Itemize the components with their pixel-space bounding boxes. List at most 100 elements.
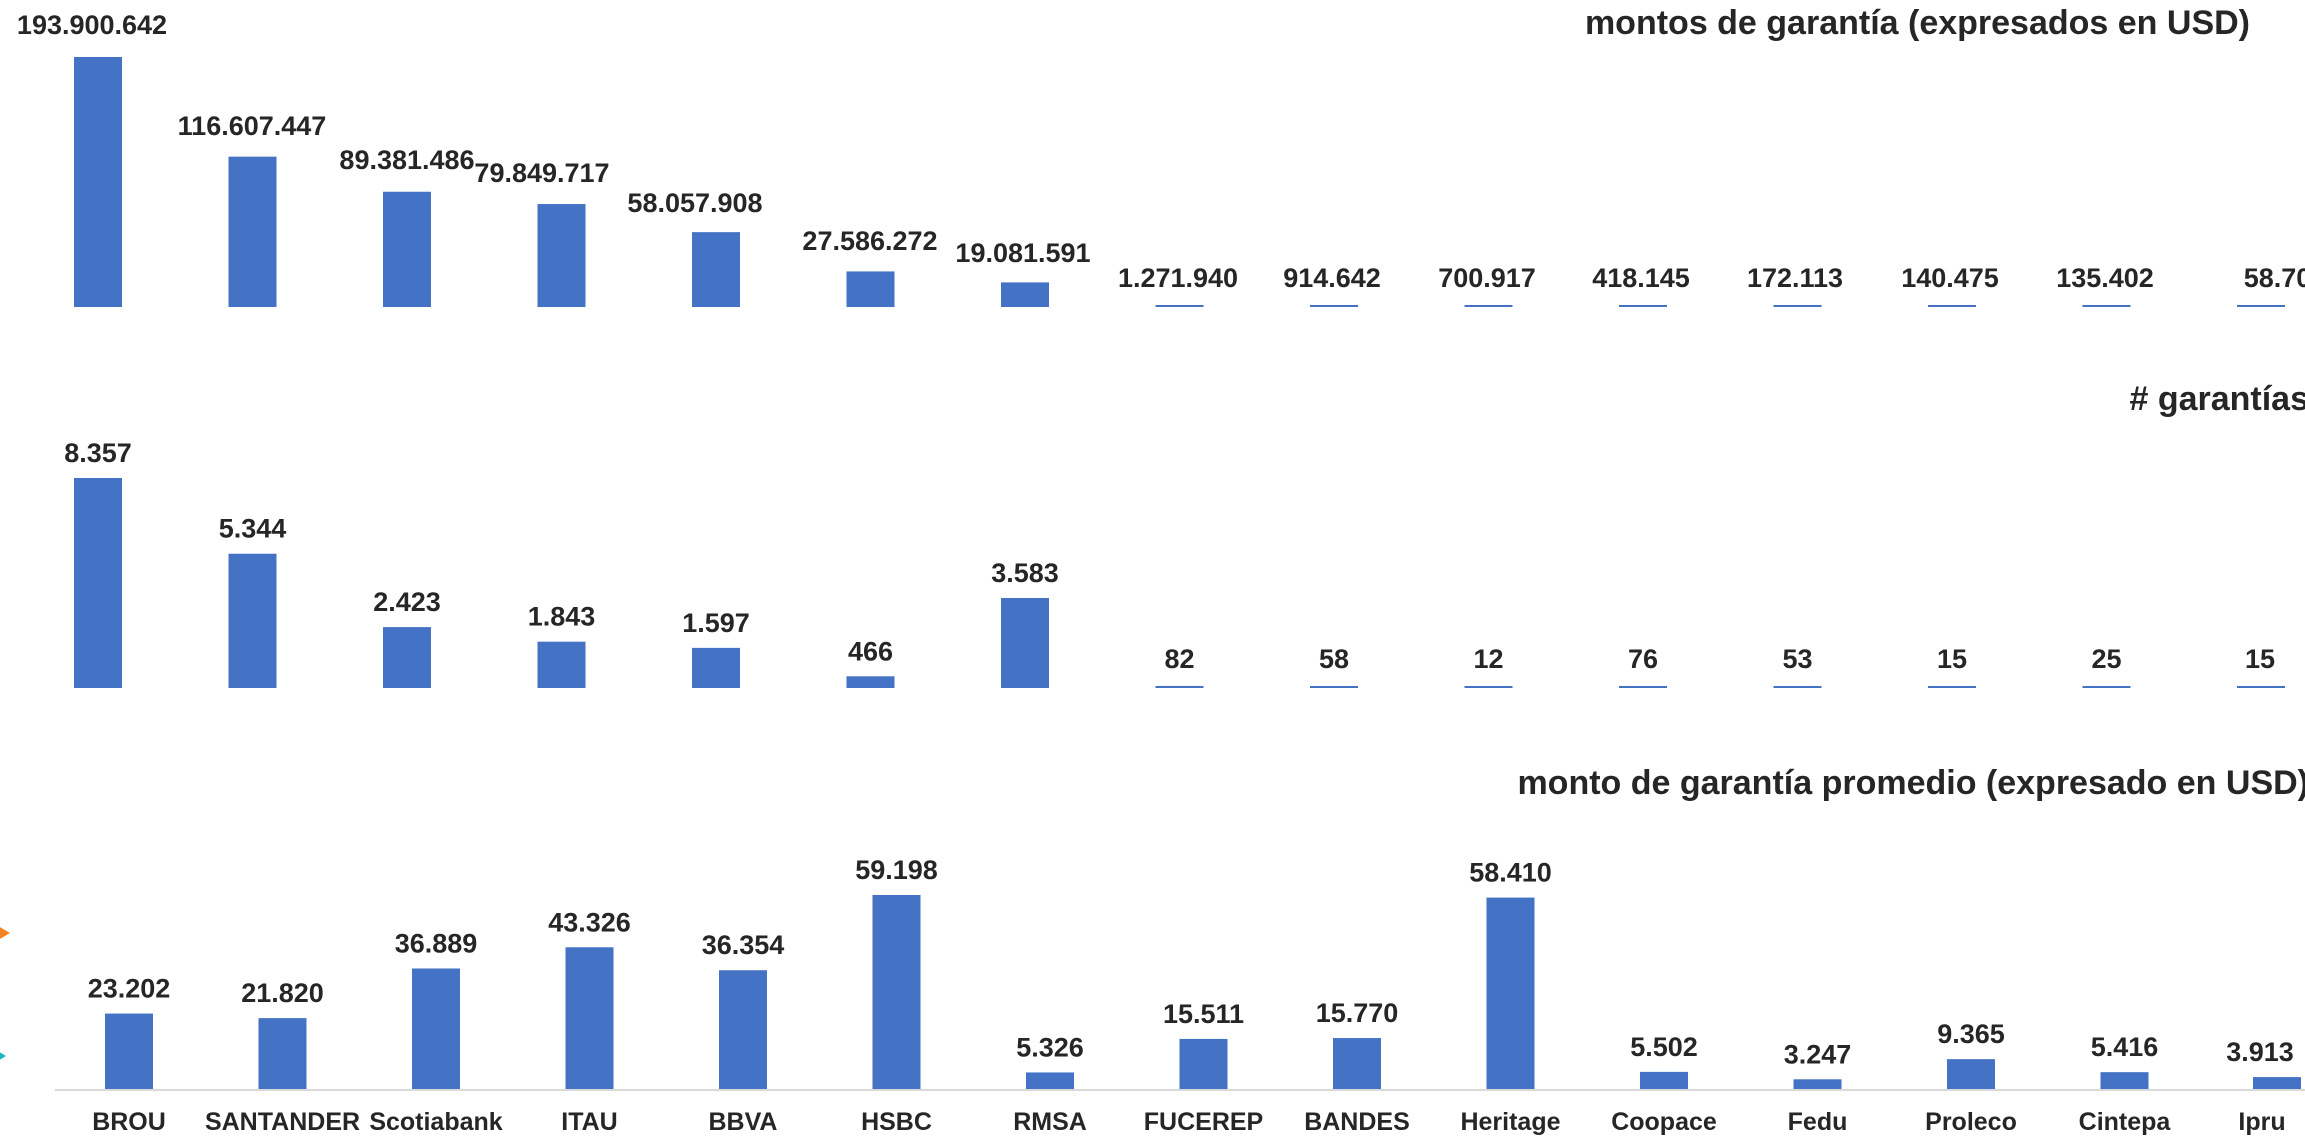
x-tick-label-heritage: Heritage [1460,1108,1560,1136]
data-label-proleco: 15 [1937,644,1967,674]
data-label-fedu: 3.247 [1784,1039,1852,1069]
bar-fedu [1793,1079,1842,1090]
bar-bbva [692,647,740,688]
data-label-coopace: 76 [1628,644,1658,674]
data-label-hsbc: 27.586.272 [802,226,937,256]
data-label-coopace: 5.502 [1630,1032,1698,1062]
data-label-santander: 5.344 [219,514,287,544]
x-tick-label-coopace: Coopace [1611,1108,1717,1136]
bar-santander [228,156,277,307]
data-label-heritage: 700.917 [1438,263,1536,293]
bar-fucerep [1179,1038,1228,1090]
bar-itau [537,204,586,307]
chart-title-garantias: # garantías [2129,380,2305,418]
data-label-rmsa: 3.583 [991,558,1059,588]
chart-title-montos: montos de garantía (expresados en USD) [1584,4,2250,42]
data-label-cintepa: 5.416 [2091,1032,2159,1062]
data-label-fucerep: 1.271.940 [1118,263,1238,293]
bar-scotiabank [412,968,460,1090]
bar-scotiabank [383,627,431,688]
data-label-scotiabank: 36.889 [395,928,478,958]
bar-bbva [692,232,740,307]
orange-arrow-decoration [0,920,10,946]
bar-rmsa [1001,282,1049,307]
x-tick-label-cintepa: Cintepa [2079,1108,2172,1136]
x-tick-label-santander: SANTANDER [205,1108,360,1136]
bar-santander [228,553,277,688]
bar-brou [105,1013,153,1090]
bar-coopace [1640,1071,1688,1090]
data-label-proleco: 9.365 [1937,1019,2005,1049]
bar-hsbc [846,271,895,307]
data-label-bandes: 15.770 [1316,998,1399,1028]
bar-hsbc [846,676,895,688]
panel-monto-promedio: 23.202 21.820 36.889 43.326 36.354 59.198 5.32… [55,855,2305,1136]
x-tick-label-fedu: Fedu [1788,1108,1848,1136]
x-tick-label-hsbc: HSBC [861,1108,932,1136]
bar-rmsa [1026,1072,1074,1090]
data-label-brou: 8.357 [64,438,132,468]
data-label-ipru: 3.913 [2226,1037,2294,1067]
bar-cintepa [2082,686,2131,688]
data-label-itau: 43.326 [548,907,631,937]
data-label-scotiabank: 2.423 [373,587,441,617]
bar-fucerep [1155,685,1204,688]
bar-bandes [1310,305,1358,307]
x-tick-label-ipru: Ipru [2238,1108,2285,1136]
data-label-hsbc: 59.198 [855,855,938,885]
bar-fucerep [1155,305,1204,307]
data-label-santander: 21.820 [241,978,324,1008]
x-tick-label-fucerep: FUCEREP [1144,1108,1263,1136]
chart-title-promedio: monto de garantía promedio (expresado en… [1517,764,2305,802]
data-label-fucerep: 15.511 [1163,999,1244,1029]
data-label-proleco: 140.475 [1901,263,1999,293]
data-label-santander: 116.607.447 [178,111,327,141]
bar-itau [537,641,586,688]
bar-ipru [2237,305,2285,307]
bar-bandes [1310,686,1358,688]
bar-proleco [1947,1059,1995,1090]
x-tick-label-scotiabank: Scotiabank [369,1108,502,1136]
x-tick-label-bbva: BBVA [709,1108,778,1136]
data-label-scotiabank: 89.381.486 [339,145,474,175]
x-tick-label-itau: ITAU [561,1108,617,1136]
bar-rmsa [1001,597,1049,688]
panel-garantias-count: 8.357 5.344 2.423 1.843 1.597 466 3.583 82 58 12 7… [64,438,2285,688]
bar-ipru [2237,686,2285,688]
data-label-cintepa: 25 [2091,644,2121,674]
data-label-brou: 23.202 [88,974,171,1004]
bar-fedu [1773,686,1822,688]
panel-montos: 193.900.642 116.607.447 89.381.486 79.849.7… [17,10,2305,307]
bar-heritage [1486,897,1535,1090]
bar-coopace [1619,686,1667,688]
data-label-heritage: 12 [1473,644,1503,674]
data-label-rmsa: 19.081.591 [955,238,1090,268]
data-label-bbva: 36.354 [702,930,785,960]
bar-heritage [1464,686,1513,688]
data-label-rmsa: 5.326 [1016,1032,1084,1062]
bar-cintepa [2100,1072,2149,1090]
bar-santander [258,1018,307,1090]
data-label-bandes: 58 [1319,644,1349,674]
bar-fedu [1773,305,1822,307]
data-label-heritage: 58.410 [1469,858,1552,888]
bar-brou [74,478,122,688]
x-tick-label-rmsa: RMSA [1013,1108,1087,1136]
x-tick-label-proleco: Proleco [1925,1108,2017,1136]
bar-coopace [1619,305,1667,307]
data-label-bbva: 58.057.908 [627,188,762,218]
bar-proleco [1928,686,1976,688]
bar-scotiabank [383,191,431,307]
data-label-itau: 79.849.717 [474,158,609,188]
bar-bandes [1333,1038,1381,1090]
data-label-fedu: 172.113 [1747,263,1843,293]
data-label-hsbc: 466 [848,636,893,666]
bar-hsbc [872,895,921,1090]
x-tick-label-bandes: BANDES [1304,1108,1410,1136]
data-label-cintepa: 135.402 [2056,263,2154,293]
bar-heritage [1464,305,1513,307]
x-tick-label-brou: BROU [92,1108,166,1136]
bar-ipru [2253,1077,2301,1090]
